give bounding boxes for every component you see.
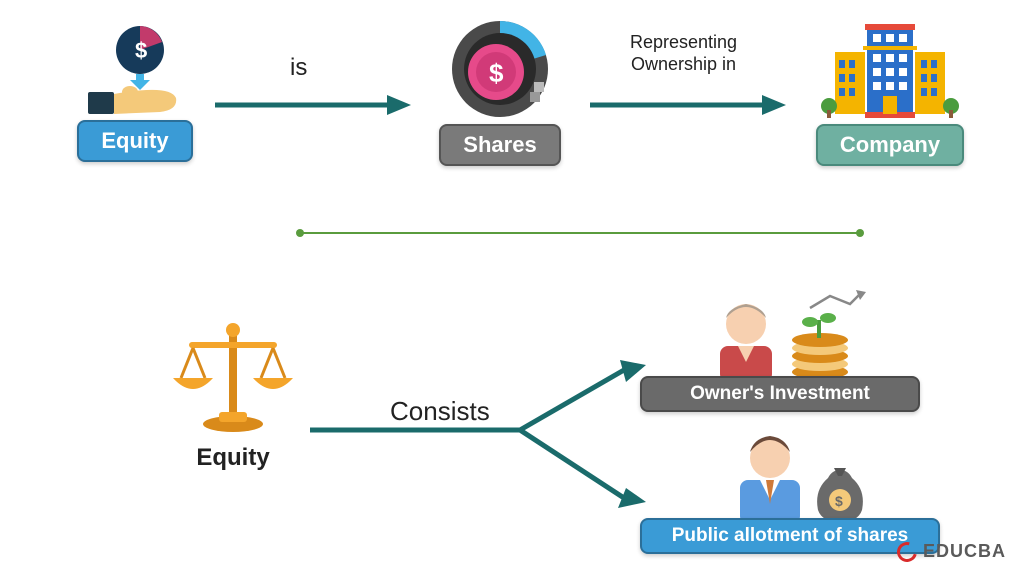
node-owner: Owner's Investment: [640, 290, 920, 412]
person-bag-icon: $: [700, 428, 880, 524]
rep-line2: Ownership in: [630, 54, 737, 76]
arrow-representing: [590, 85, 790, 125]
person-coins-icon: [690, 290, 870, 382]
connector-consists-text: Consists: [390, 396, 490, 427]
node-equity-1: $ Equity: [60, 20, 210, 162]
scales-icon: [163, 320, 303, 440]
svg-text:$: $: [135, 38, 147, 63]
rep-line1: Representing: [630, 32, 737, 54]
svg-text:$: $: [489, 58, 504, 88]
equity-2-label: Equity: [196, 444, 269, 472]
logo-mark-icon: [893, 538, 920, 565]
node-equity-2: Equity: [158, 320, 308, 472]
hand-pie-icon: $: [80, 20, 190, 120]
arrow-is: [215, 85, 415, 125]
building-icon: [815, 12, 965, 124]
pie-dollar-icon: $: [440, 14, 560, 124]
logo: EDUCBA: [897, 541, 1006, 562]
node-public: $ Public allotment of shares: [640, 428, 940, 554]
company-label: Company: [816, 124, 964, 166]
logo-text: EDUCBA: [923, 541, 1006, 562]
node-shares: $ Shares: [420, 14, 580, 166]
connector-rep-text: Representing Ownership in: [630, 32, 737, 75]
divider-line: [300, 232, 860, 234]
arrow-consists: [310, 350, 650, 530]
connector-is-text: is: [290, 54, 307, 82]
public-label: Public allotment of shares: [640, 518, 940, 554]
equity-1-label: Equity: [77, 120, 192, 162]
node-company: Company: [800, 12, 980, 166]
shares-label: Shares: [439, 124, 560, 166]
svg-text:$: $: [835, 493, 843, 509]
owner-label: Owner's Investment: [640, 376, 920, 412]
